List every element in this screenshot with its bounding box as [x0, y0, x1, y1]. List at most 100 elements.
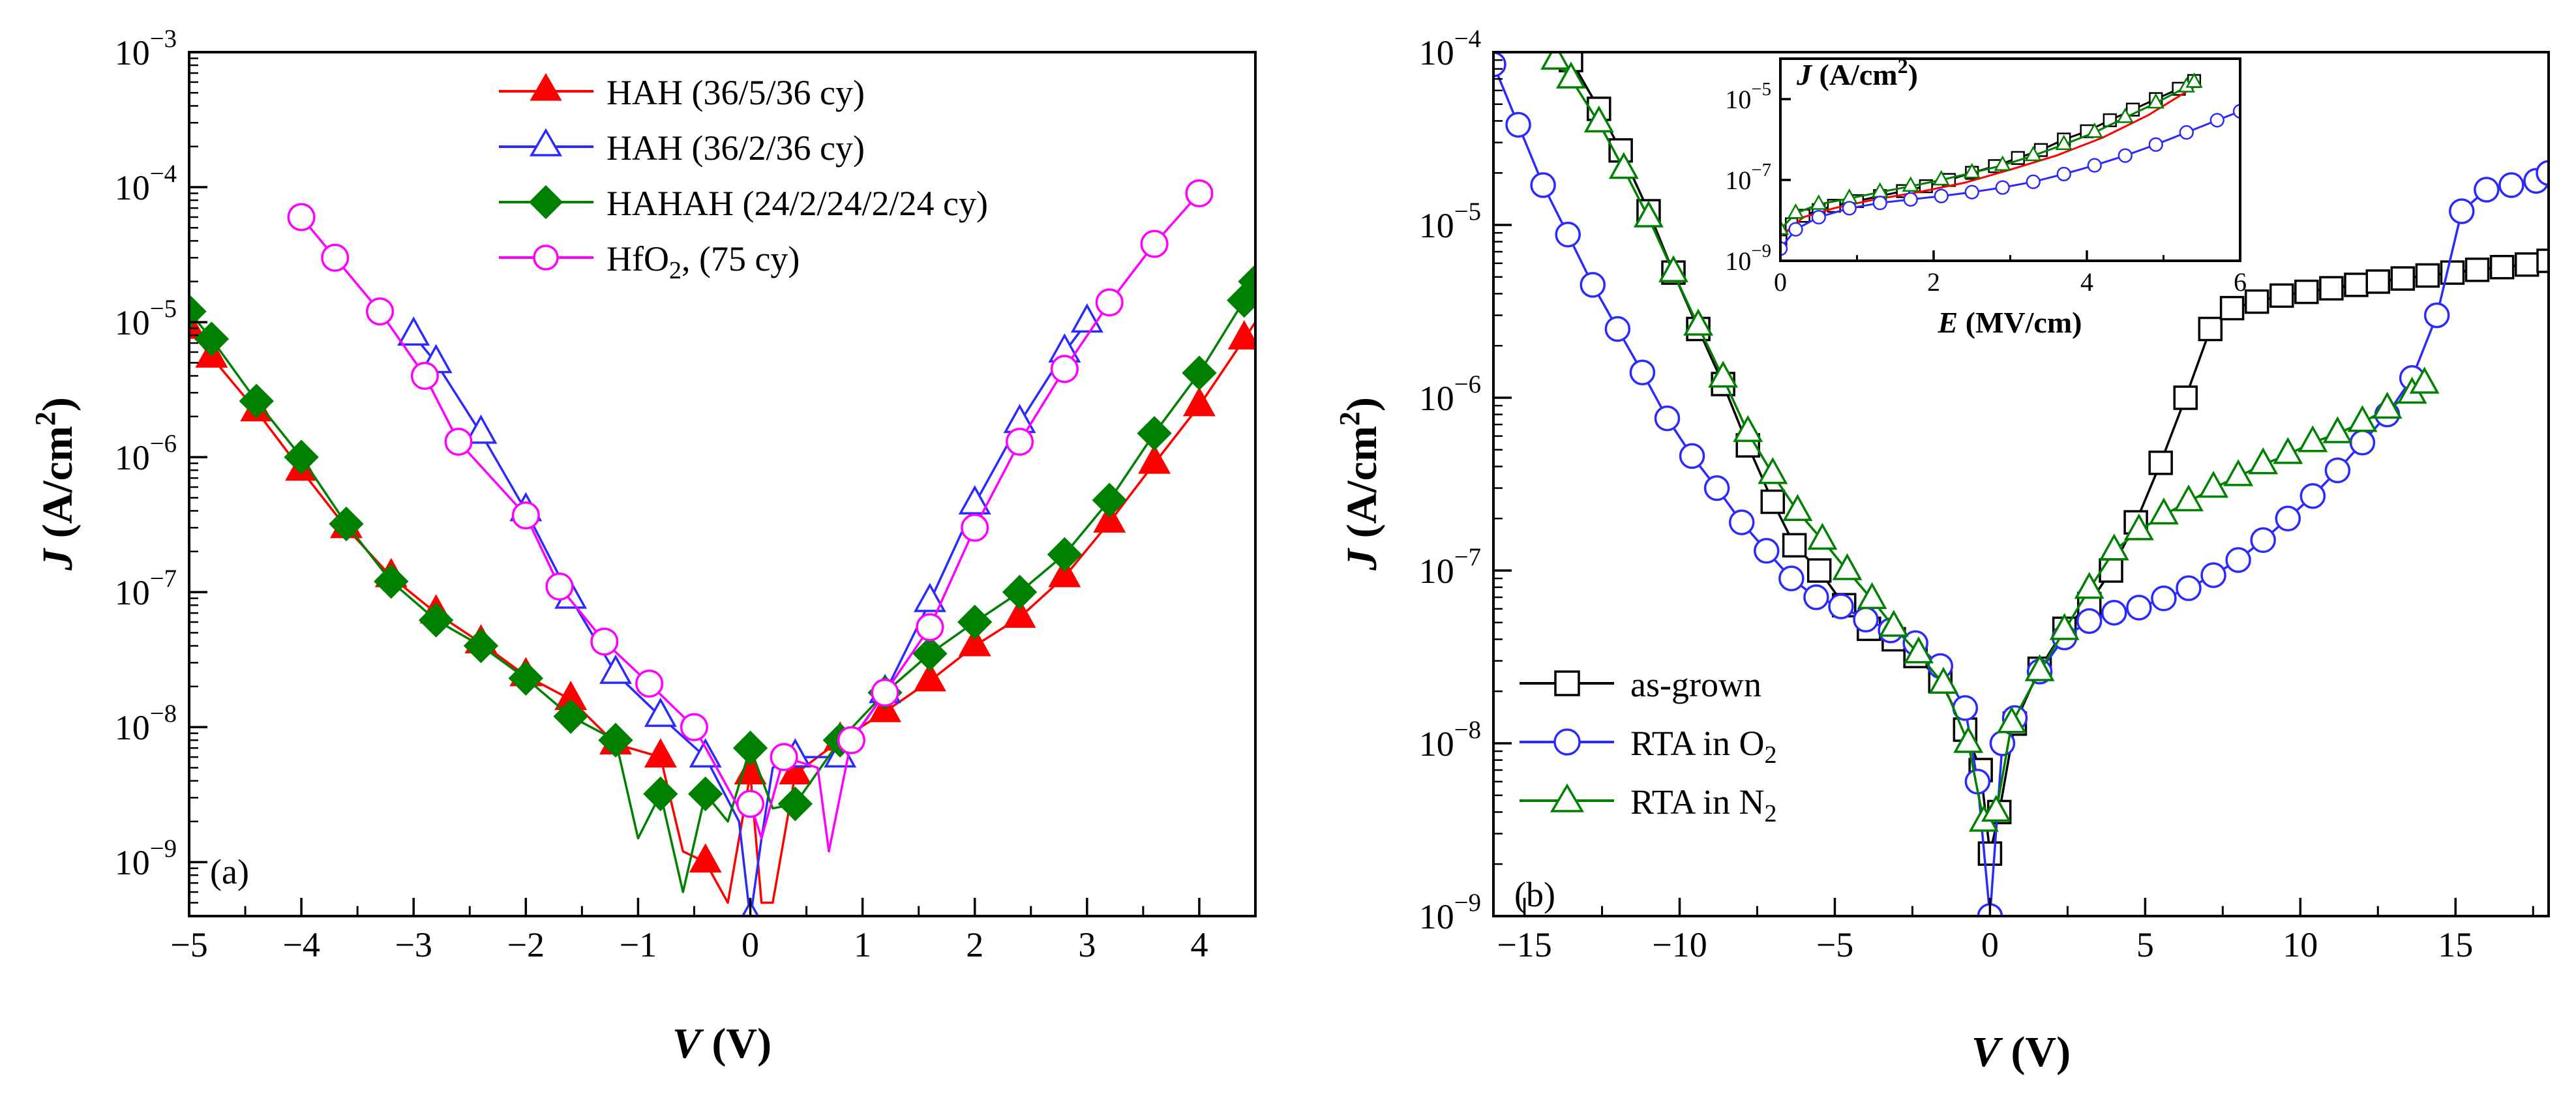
- data-point: [1629, 359, 1656, 386]
- inset-y-axis: 10−9 10−7 10−5: [1725, 79, 1791, 276]
- panel-a-y-axis-title: J (A/cm2): [29, 397, 82, 571]
- x-tick-label: −5: [1816, 925, 1853, 964]
- series-line: [1780, 86, 2195, 237]
- panel-a-frame: [188, 51, 1257, 917]
- y-tick-label: 10−4: [115, 160, 177, 207]
- data-point: [2349, 430, 2376, 456]
- legend-marker: [530, 73, 562, 101]
- data-point: [239, 383, 274, 419]
- series-rta-in-o2: [1780, 104, 2240, 256]
- data-point: [189, 293, 207, 329]
- y-tick-label: 10−8: [115, 700, 177, 747]
- data-point: [1782, 533, 1807, 558]
- data-point: [1182, 355, 1217, 391]
- data-point: [1182, 387, 1216, 417]
- data-point: [2024, 145, 2042, 162]
- data-point: [1555, 61, 1586, 89]
- data-point: [2250, 527, 2276, 554]
- data-point: [2209, 113, 2224, 128]
- data-point: [194, 321, 230, 357]
- data-point: [545, 572, 574, 601]
- series-hfo2: [287, 179, 1214, 853]
- data-point: [1580, 272, 1606, 298]
- data-point: [1604, 316, 1631, 342]
- x-tick-label: −1: [620, 925, 657, 964]
- panel-b-y-axis-title: J (A/cm2): [1334, 397, 1386, 571]
- data-point: [1807, 522, 1838, 550]
- legend-label: RTA in N2: [1630, 782, 1776, 827]
- x-tick-label: 15: [2438, 925, 2473, 964]
- data-point: [2049, 613, 2080, 640]
- legend-marker: [1554, 670, 1580, 696]
- data-point: [2148, 497, 2179, 525]
- y-tick-label: 10−4: [1419, 25, 1481, 72]
- data-point: [598, 722, 633, 758]
- data-point: [1708, 361, 1739, 388]
- inset-plot-area: [1780, 72, 2240, 256]
- data-point: [912, 636, 948, 672]
- data-point: [871, 678, 899, 707]
- x-tick-label: −4: [282, 925, 320, 964]
- data-point: [2498, 172, 2524, 198]
- data-point: [644, 738, 677, 768]
- data-point: [680, 713, 709, 741]
- series-rta-in-n2: [1780, 72, 2203, 235]
- data-point: [1047, 537, 1083, 572]
- data-point: [366, 297, 395, 326]
- data-point: [958, 627, 991, 657]
- data-point: [2185, 72, 2203, 88]
- data-point: [688, 776, 723, 812]
- data-point: [397, 316, 430, 346]
- data-point: [2101, 599, 2127, 626]
- data-point: [957, 604, 993, 640]
- y-tick-label: 10−7: [1725, 160, 1771, 195]
- data-point: [2232, 104, 2240, 119]
- data-point: [2423, 302, 2450, 329]
- data-point: [329, 506, 364, 542]
- data-point: [1493, 52, 1506, 78]
- data-point: [1953, 726, 1984, 753]
- data-point: [2076, 608, 2103, 634]
- x-tick-label: 6: [2234, 267, 2247, 297]
- panel-b-frame: [1492, 51, 2550, 917]
- x-tick-label: 4: [1190, 925, 1208, 964]
- data-point: [2147, 93, 2164, 109]
- data-point: [770, 743, 798, 771]
- data-point: [2099, 533, 2129, 561]
- panel-b-x-axis: −15 −10 −5 0 5 10 15: [1497, 898, 2534, 964]
- data-point: [1994, 155, 2011, 171]
- data-point: [2275, 505, 2301, 531]
- data-point: [1788, 222, 1803, 237]
- data-point: [1902, 176, 1919, 192]
- data-point: [2244, 289, 2269, 314]
- legend-label: HAHAH (24/2/24/2/24 cy): [607, 184, 988, 223]
- panel-a-label: (a): [210, 852, 249, 891]
- data-point: [2415, 263, 2440, 288]
- data-point: [1002, 574, 1038, 610]
- data-point: [1227, 320, 1255, 349]
- x-tick-label: −5: [170, 925, 207, 964]
- y-tick-label: 10−8: [1419, 716, 1481, 764]
- data-point: [1857, 582, 1887, 610]
- data-point: [2299, 482, 2326, 509]
- data-point: [1679, 443, 1705, 469]
- data-point: [2269, 283, 2294, 308]
- x-tick-label: −2: [507, 925, 545, 964]
- data-point: [837, 726, 865, 754]
- data-point: [2347, 405, 2378, 432]
- data-point: [1050, 355, 1079, 383]
- data-point: [508, 660, 543, 696]
- data-point: [2200, 562, 2226, 588]
- data-point: [1760, 489, 1786, 514]
- data-point: [2225, 547, 2251, 573]
- legend-item-rta-o2: RTA in O2: [1520, 724, 1776, 769]
- inset-x-axis: 0 2 4 6: [1774, 250, 2247, 297]
- data-point: [2179, 125, 2194, 140]
- x-tick-label: 1: [854, 925, 871, 964]
- data-point: [2344, 273, 2369, 297]
- data-point: [374, 564, 409, 599]
- data-point: [511, 501, 540, 530]
- data-point: [444, 427, 473, 456]
- data-point: [464, 414, 498, 444]
